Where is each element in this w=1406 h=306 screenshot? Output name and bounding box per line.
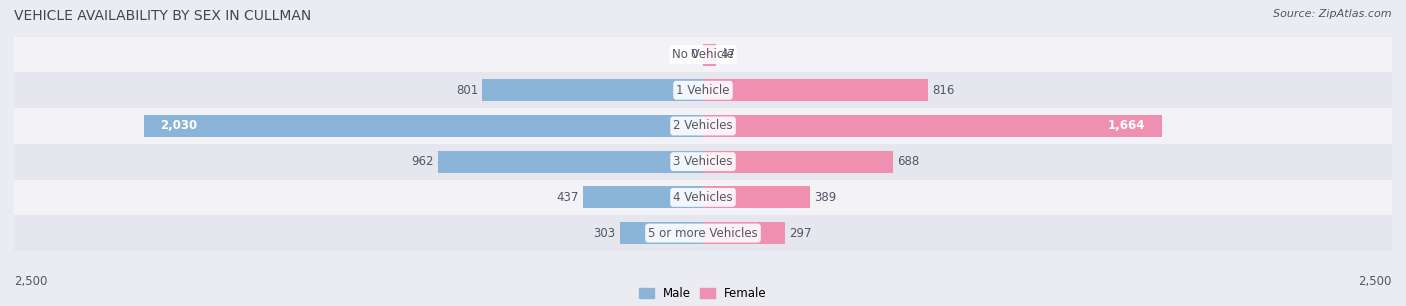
Legend: Male, Female: Male, Female [634, 282, 772, 305]
Text: 3 Vehicles: 3 Vehicles [673, 155, 733, 168]
Bar [14, 37, 1392, 73]
Bar [703, 151, 893, 173]
Bar [14, 215, 1392, 251]
Text: 1 Vehicle: 1 Vehicle [676, 84, 730, 97]
Text: 303: 303 [593, 226, 616, 240]
Text: 816: 816 [932, 84, 955, 97]
Bar [703, 186, 810, 208]
Text: 297: 297 [789, 226, 811, 240]
Bar [620, 222, 703, 244]
Text: 962: 962 [412, 155, 434, 168]
Text: 437: 437 [555, 191, 578, 204]
Text: 1,664: 1,664 [1108, 119, 1144, 132]
Text: 2,500: 2,500 [14, 275, 48, 288]
Bar [143, 115, 703, 137]
Bar [14, 73, 1392, 108]
Text: 5 or more Vehicles: 5 or more Vehicles [648, 226, 758, 240]
Text: VEHICLE AVAILABILITY BY SEX IN CULLMAN: VEHICLE AVAILABILITY BY SEX IN CULLMAN [14, 9, 311, 23]
Text: 0: 0 [690, 48, 697, 61]
Bar [482, 79, 703, 101]
Bar [703, 115, 1161, 137]
Bar [14, 108, 1392, 144]
Bar [703, 43, 716, 66]
Text: 688: 688 [897, 155, 920, 168]
Bar [582, 186, 703, 208]
Text: 2,030: 2,030 [160, 119, 197, 132]
Bar [14, 180, 1392, 215]
Text: Source: ZipAtlas.com: Source: ZipAtlas.com [1274, 9, 1392, 19]
Text: 2,500: 2,500 [1358, 275, 1392, 288]
Bar [14, 144, 1392, 180]
Bar [437, 151, 703, 173]
Bar [703, 79, 928, 101]
Text: 2 Vehicles: 2 Vehicles [673, 119, 733, 132]
Text: 389: 389 [814, 191, 837, 204]
Text: 4 Vehicles: 4 Vehicles [673, 191, 733, 204]
Text: No Vehicle: No Vehicle [672, 48, 734, 61]
Text: 47: 47 [720, 48, 735, 61]
Bar [703, 222, 785, 244]
Text: 801: 801 [456, 84, 478, 97]
